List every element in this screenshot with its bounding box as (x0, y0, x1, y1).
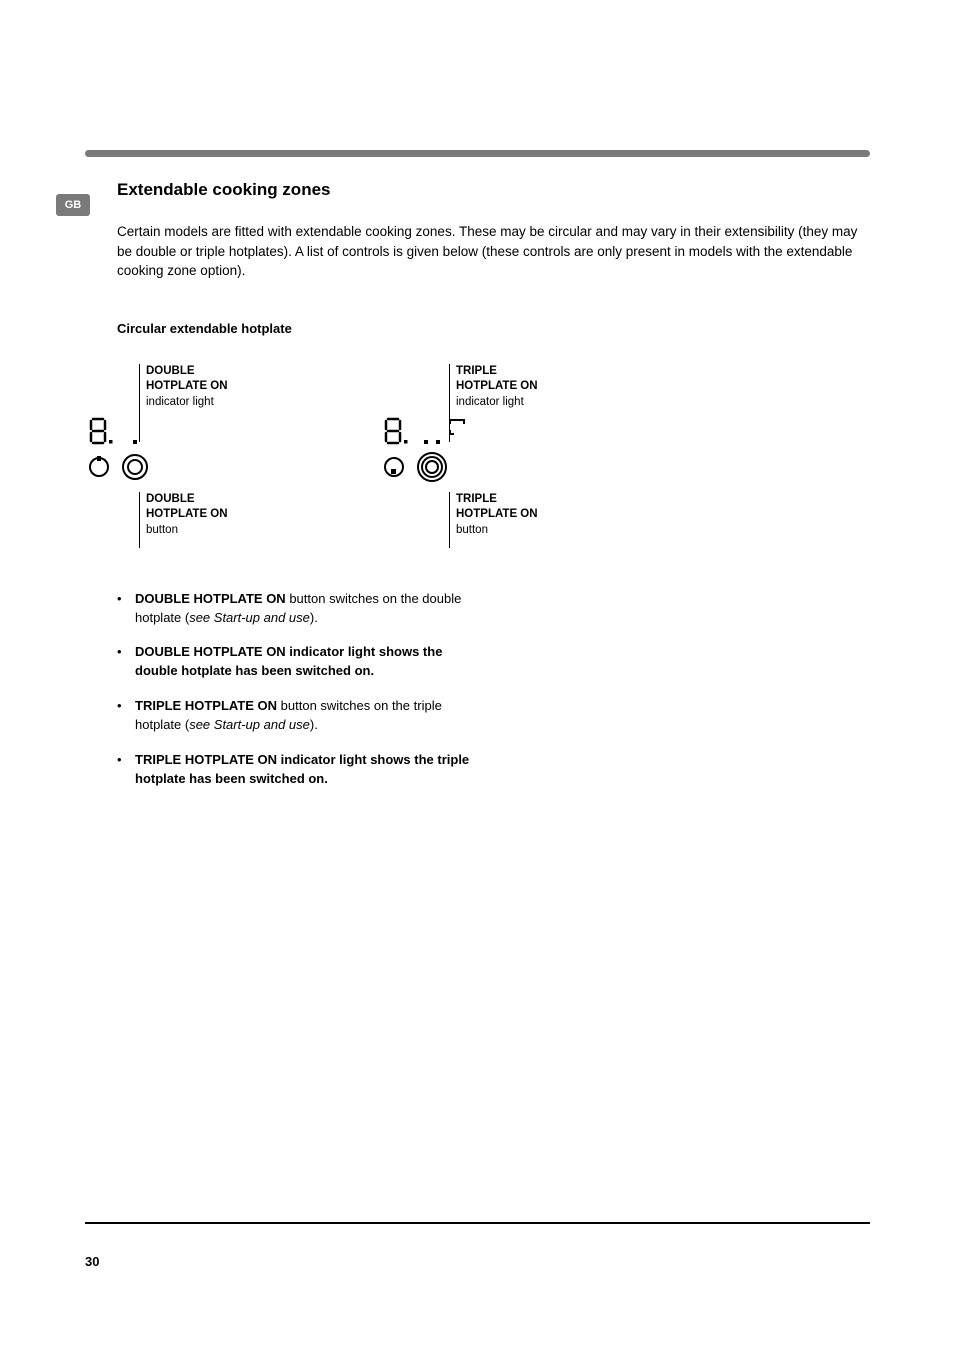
bullet-dot: • (117, 590, 135, 628)
section-heading: Extendable cooking zones (117, 180, 867, 200)
intro-paragraph: Certain models are fitted with extendabl… (117, 222, 867, 281)
b4-bold: TRIPLE HOTPLATE ON indicator light shows… (135, 752, 469, 786)
double-top-l1: DOUBLE (146, 365, 195, 377)
bullet-1-text: DOUBLE HOTPLATE ON button switches on th… (135, 590, 487, 628)
bullet-4: • TRIPLE HOTPLATE ON indicator light sho… (117, 751, 487, 789)
bullet-3-text: TRIPLE HOTPLATE ON button switches on th… (135, 697, 487, 735)
double-display-icon (87, 416, 157, 446)
triple-top-l2: HOTPLATE ON (456, 380, 538, 392)
b1-end: ). (310, 610, 318, 625)
b1-bold: DOUBLE HOTPLATE ON (135, 591, 286, 606)
double-bot-l1: DOUBLE (146, 493, 195, 505)
triple-bot-l1: TRIPLE (456, 493, 497, 505)
double-top-l2: HOTPLATE ON (146, 380, 228, 392)
triple-display-icon (382, 416, 482, 446)
bullet-list: • DOUBLE HOTPLATE ON button switches on … (117, 590, 487, 789)
main-content: Extendable cooking zones Certain models … (117, 180, 867, 804)
b3-bold: TRIPLE HOTPLATE ON (135, 698, 277, 713)
triple-diagram: TRIPLE HOTPLATE ON indicator light (427, 364, 647, 554)
bullet-4-text: TRIPLE HOTPLATE ON indicator light shows… (135, 751, 487, 789)
triple-bot-l2: HOTPLATE ON (456, 508, 538, 520)
top-rule (85, 150, 870, 157)
triple-buttons-icon (382, 450, 482, 484)
triple-bot-l3: button (456, 524, 488, 536)
double-bot-l3: button (146, 524, 178, 536)
bullet-1: • DOUBLE HOTPLATE ON button switches on … (117, 590, 487, 628)
b3-end: ). (310, 717, 318, 732)
double-bot-l2: HOTPLATE ON (146, 508, 228, 520)
triple-top-l1: TRIPLE (456, 365, 497, 377)
diagrams-row: DOUBLE HOTPLATE ON indicator light (117, 364, 867, 554)
bullet-3: • TRIPLE HOTPLATE ON button switches on … (117, 697, 487, 735)
language-tab: GB (56, 194, 90, 216)
bullet-dot: • (117, 697, 135, 735)
b3-italic: see Start-up and use (189, 717, 310, 732)
bullet-2-text: DOUBLE HOTPLATE ON indicator light shows… (135, 643, 487, 681)
b2-bold: DOUBLE HOTPLATE ON indicator light shows… (135, 644, 442, 678)
bottom-rule (85, 1222, 870, 1224)
bullet-dot: • (117, 643, 135, 681)
double-bottom-callout: DOUBLE HOTPLATE ON button (139, 492, 228, 548)
subheading: Circular extendable hotplate (117, 321, 867, 336)
page-number: 30 (85, 1254, 99, 1269)
double-diagram: DOUBLE HOTPLATE ON indicator light (117, 364, 337, 554)
double-buttons-icon (87, 450, 177, 484)
b1-italic: see Start-up and use (189, 610, 310, 625)
bullet-2: • DOUBLE HOTPLATE ON indicator light sho… (117, 643, 487, 681)
triple-bottom-callout: TRIPLE HOTPLATE ON button (449, 492, 538, 548)
triple-top-l3: indicator light (456, 396, 524, 408)
double-top-l3: indicator light (146, 396, 214, 408)
bullet-dot: • (117, 751, 135, 789)
